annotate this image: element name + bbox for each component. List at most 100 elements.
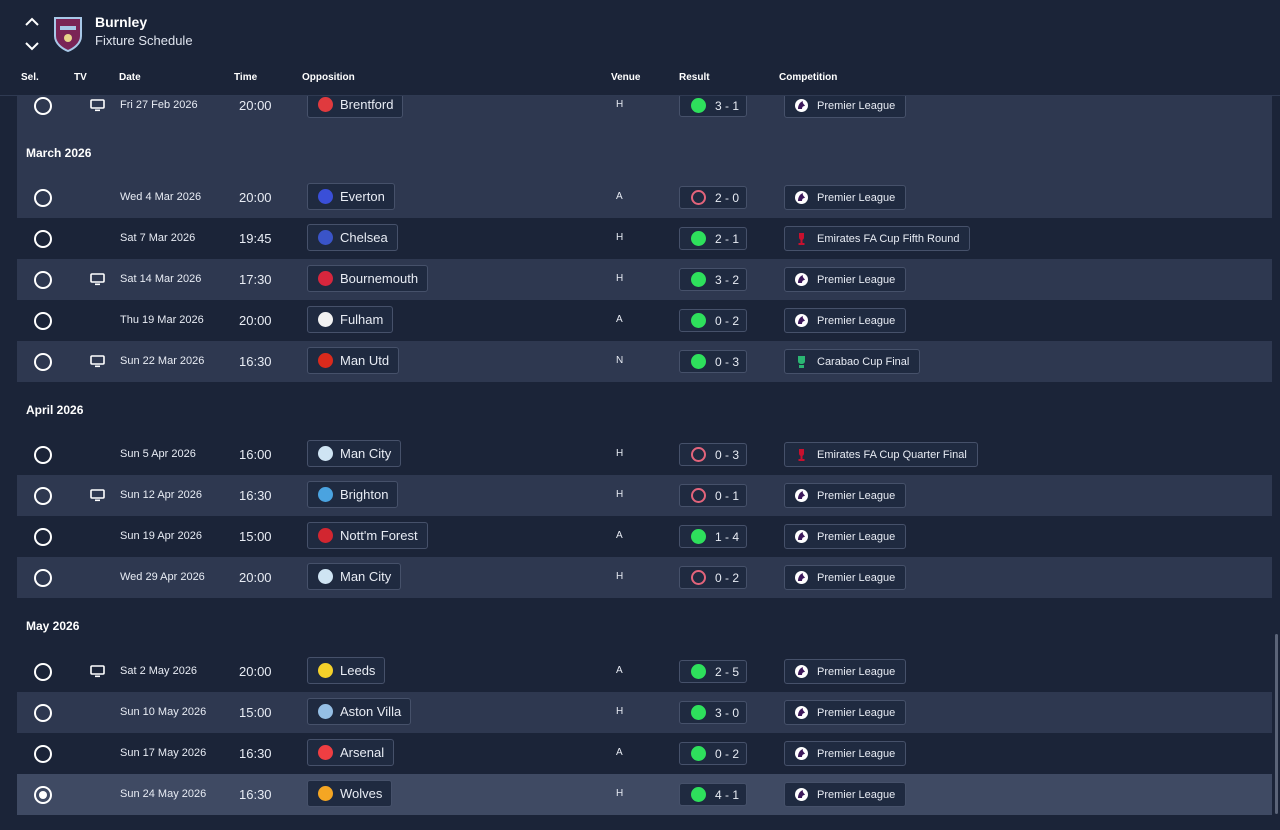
fa-cup-icon (794, 447, 809, 462)
result-button[interactable]: 0 - 2 (679, 566, 748, 589)
select-radio[interactable] (34, 97, 52, 115)
competition-button[interactable]: Premier League (784, 741, 907, 766)
competition-button[interactable]: Premier League (784, 96, 907, 118)
select-radio[interactable] (34, 189, 52, 207)
competition-button[interactable]: Premier League (784, 524, 907, 549)
opponent-button[interactable]: Man Utd (307, 347, 400, 374)
opponent-crest-icon (318, 704, 333, 719)
scrollbar[interactable] (1275, 634, 1278, 814)
select-radio[interactable] (34, 745, 52, 763)
opponent-button[interactable]: Bournemouth (307, 265, 429, 292)
result-button[interactable]: 0 - 2 (679, 309, 748, 332)
result-button[interactable]: 3 - 2 (679, 268, 748, 291)
competition-button[interactable]: Premier League (784, 700, 907, 725)
fixture-row[interactable]: Sat 2 May 2026 20:00 Leeds A 2 - 5 Premier Le… (17, 651, 1272, 692)
fixture-row[interactable]: Sun 17 May 2026 16:30 Arsenal A 0 - 2 Premier… (17, 733, 1272, 774)
competition-button[interactable]: Premier League (784, 185, 907, 210)
competition-button[interactable]: Emirates FA Cup Quarter Final (784, 442, 978, 467)
result-score: 2 - 5 (715, 664, 740, 679)
fixture-venue: H (616, 448, 624, 459)
fixture-venue: A (616, 530, 623, 541)
opponent-button[interactable]: Everton (307, 183, 395, 210)
loss-indicator-icon (691, 447, 706, 462)
competition-button[interactable]: Premier League (784, 565, 907, 590)
column-opposition[interactable]: Opposition (302, 72, 355, 83)
opponent-button[interactable]: Brighton (307, 481, 399, 508)
fixture-row[interactable]: Sun 12 Apr 2026 16:30 Brighton H 0 - 1 Premie… (17, 475, 1272, 516)
select-radio[interactable] (34, 271, 52, 289)
loss-indicator-icon (691, 488, 706, 503)
result-button[interactable]: 3 - 0 (679, 701, 748, 724)
opponent-button[interactable]: Leeds (307, 657, 386, 684)
competition-button[interactable]: Premier League (784, 659, 907, 684)
opponent-button[interactable]: Fulham (307, 306, 394, 333)
result-button[interactable]: 0 - 3 (679, 443, 748, 466)
fixture-row[interactable]: Sun 24 May 2026 16:30 Wolves H 4 - 1 Premier … (17, 774, 1272, 815)
result-button[interactable]: 2 - 1 (679, 227, 748, 250)
competition-name: Carabao Cup Final (817, 355, 910, 368)
opponent-button[interactable]: Wolves (307, 780, 393, 807)
competition-button[interactable]: Premier League (784, 308, 907, 333)
result-button[interactable]: 2 - 5 (679, 660, 748, 683)
opponent-button[interactable]: Man City (307, 563, 402, 590)
result-button[interactable]: 4 - 1 (679, 783, 748, 806)
result-button[interactable]: 0 - 3 (679, 350, 748, 373)
opponent-button[interactable]: Man City (307, 440, 402, 467)
select-radio[interactable] (34, 312, 52, 330)
win-indicator-icon (691, 98, 706, 113)
fixture-row[interactable]: Sat 7 Mar 2026 19:45 Chelsea H 2 - 1 Emirates… (17, 218, 1272, 259)
result-button[interactable]: 0 - 1 (679, 484, 748, 507)
fixture-row[interactable]: Sat 14 Mar 2026 17:30 Bournemouth H 3 - 2 Pre… (17, 259, 1272, 300)
chevron-down-icon[interactable] (24, 40, 40, 52)
select-radio[interactable] (34, 446, 52, 464)
column-tv[interactable]: TV (74, 72, 87, 83)
opponent-button[interactable]: Aston Villa (307, 698, 412, 725)
select-radio[interactable] (34, 663, 52, 681)
fixture-row[interactable]: Sun 5 Apr 2026 16:00 Man City H 0 - 3 Emirate… (17, 434, 1272, 475)
select-radio[interactable] (34, 786, 52, 804)
opponent-button[interactable]: Arsenal (307, 739, 395, 766)
fixture-row[interactable]: Sun 10 May 2026 15:00 Aston Villa H 3 - 0 Pre… (17, 692, 1272, 733)
column-competition[interactable]: Competition (779, 72, 838, 83)
fixture-list: March 2026 April 2026 May 2026 Fri 27 Fe… (0, 96, 1280, 830)
chevron-up-icon[interactable] (24, 16, 40, 28)
competition-name: Premier League (817, 191, 896, 204)
competition-button[interactable]: Emirates FA Cup Fifth Round (784, 226, 971, 251)
select-radio[interactable] (34, 353, 52, 371)
result-button[interactable]: 2 - 0 (679, 186, 748, 209)
competition-button[interactable]: Carabao Cup Final (784, 349, 921, 374)
select-radio[interactable] (34, 704, 52, 722)
column-date[interactable]: Date (119, 72, 141, 83)
select-radio[interactable] (34, 528, 52, 546)
fixture-row[interactable]: Sun 19 Apr 2026 15:00 Nott'm Forest A 1 - 4 P… (17, 516, 1272, 557)
fixture-time: 15:00 (239, 529, 272, 544)
fixture-row[interactable]: Wed 29 Apr 2026 20:00 Man City H 0 - 2 Premie… (17, 557, 1272, 598)
fixture-time: 16:00 (239, 447, 272, 462)
select-radio[interactable] (34, 569, 52, 587)
fixture-row[interactable]: Fri 27 Feb 2026 20:00 Brentford H 3 - 1 Premi… (17, 96, 1272, 126)
result-score: 0 - 3 (715, 447, 740, 462)
select-radio[interactable] (34, 487, 52, 505)
fixture-row[interactable]: Sun 22 Mar 2026 16:30 Man Utd N 0 - 3 Carabao… (17, 341, 1272, 382)
competition-button[interactable]: Premier League (784, 782, 907, 807)
fixture-row[interactable]: Thu 19 Mar 2026 20:00 Fulham A 0 - 2 Premier … (17, 300, 1272, 341)
fixture-time: 20:00 (239, 190, 272, 205)
column-sel[interactable]: Sel. (21, 72, 39, 83)
opponent-button[interactable]: Nott'm Forest (307, 522, 428, 549)
column-result[interactable]: Result (679, 72, 710, 83)
fixture-venue: H (616, 788, 624, 799)
result-score: 0 - 2 (715, 570, 740, 585)
result-button[interactable]: 1 - 4 (679, 525, 748, 548)
competition-button[interactable]: Premier League (784, 267, 907, 292)
select-radio[interactable] (34, 230, 52, 248)
result-button[interactable]: 0 - 2 (679, 742, 748, 765)
column-venue[interactable]: Venue (611, 72, 641, 83)
competition-button[interactable]: Premier League (784, 483, 907, 508)
opponent-button[interactable]: Brentford (307, 96, 404, 118)
opponent-button[interactable]: Chelsea (307, 224, 398, 251)
fixture-row[interactable]: Wed 4 Mar 2026 20:00 Everton A 2 - 0 Premier … (17, 177, 1272, 218)
month-label: April 2026 (26, 403, 84, 417)
column-time[interactable]: Time (234, 72, 258, 83)
tv-icon (90, 489, 105, 502)
result-button[interactable]: 3 - 1 (679, 96, 748, 117)
